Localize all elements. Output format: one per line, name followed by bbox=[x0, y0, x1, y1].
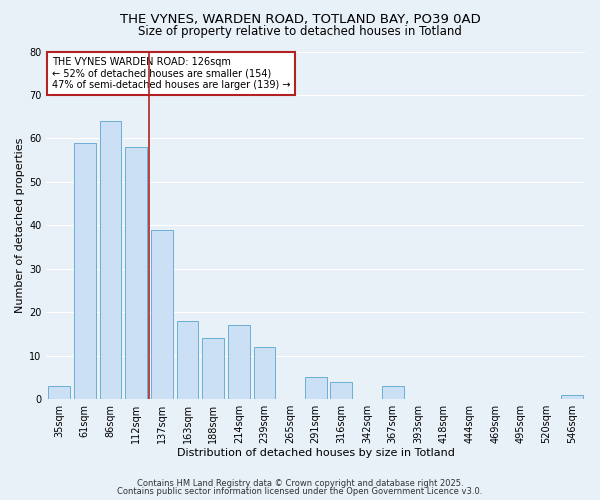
Bar bbox=[74, 142, 96, 399]
Bar bbox=[382, 386, 404, 399]
Text: THE VYNES WARDEN ROAD: 126sqm
← 52% of detached houses are smaller (154)
47% of : THE VYNES WARDEN ROAD: 126sqm ← 52% of d… bbox=[52, 56, 290, 90]
Bar bbox=[49, 386, 70, 399]
Bar bbox=[100, 121, 121, 399]
Bar bbox=[176, 321, 199, 399]
Text: Contains public sector information licensed under the Open Government Licence v3: Contains public sector information licen… bbox=[118, 487, 482, 496]
Bar bbox=[125, 147, 147, 399]
Bar bbox=[331, 382, 352, 399]
Bar bbox=[305, 378, 326, 399]
Bar bbox=[561, 395, 583, 399]
Bar bbox=[254, 347, 275, 399]
Bar bbox=[202, 338, 224, 399]
Text: THE VYNES, WARDEN ROAD, TOTLAND BAY, PO39 0AD: THE VYNES, WARDEN ROAD, TOTLAND BAY, PO3… bbox=[119, 12, 481, 26]
Bar bbox=[151, 230, 173, 399]
Text: Contains HM Land Registry data © Crown copyright and database right 2025.: Contains HM Land Registry data © Crown c… bbox=[137, 478, 463, 488]
Bar bbox=[228, 325, 250, 399]
Y-axis label: Number of detached properties: Number of detached properties bbox=[15, 138, 25, 313]
Text: Size of property relative to detached houses in Totland: Size of property relative to detached ho… bbox=[138, 25, 462, 38]
X-axis label: Distribution of detached houses by size in Totland: Distribution of detached houses by size … bbox=[177, 448, 455, 458]
